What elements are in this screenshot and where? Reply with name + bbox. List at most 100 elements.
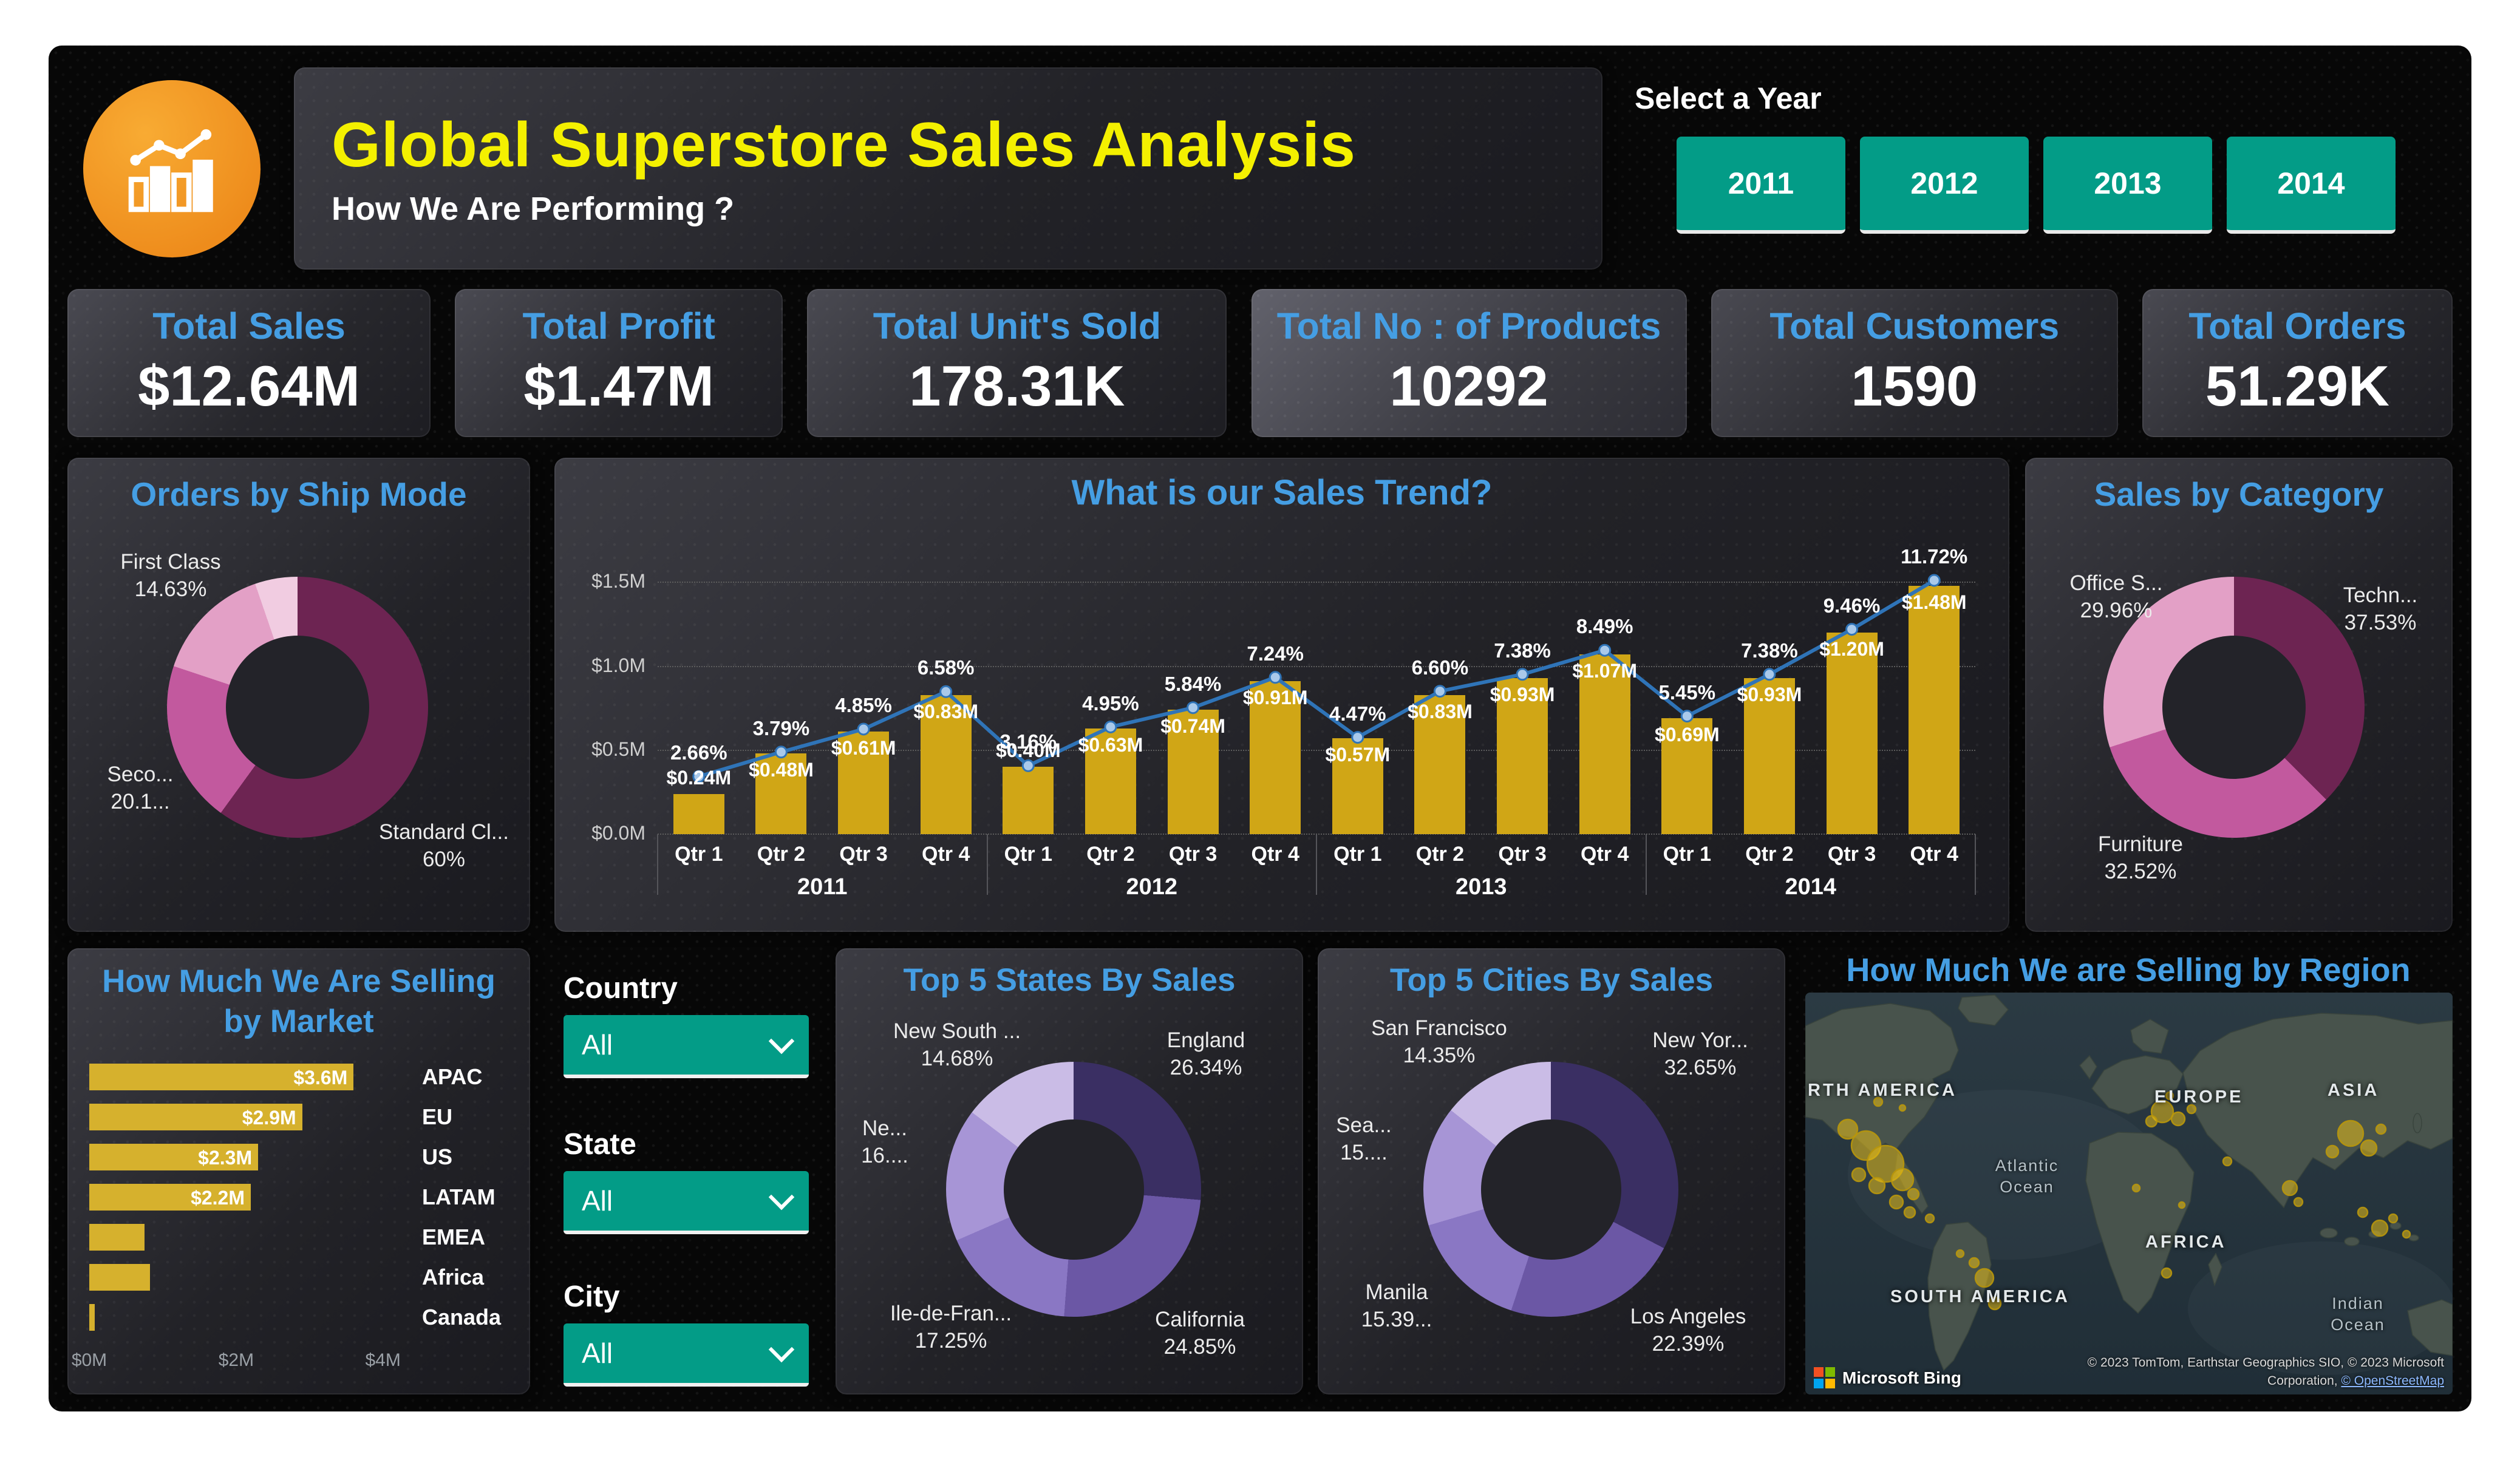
trend-xlab: Qtr 2 xyxy=(1745,843,1794,866)
trend-xlab: Qtr 1 xyxy=(1004,843,1052,866)
donut-label-standard-class: Standard Cl... 60% xyxy=(379,820,509,871)
trend-blab: $0.93M xyxy=(1737,683,1802,705)
attribution-line1: © 2023 TomTom, Earthstar Geographics SIO… xyxy=(2087,1356,2444,1370)
map-label-africa: AFRICA xyxy=(2145,1232,2227,1252)
market-bar-LATAM[interactable]: $2.2M xyxy=(89,1184,251,1211)
trend-bar[interactable] xyxy=(1414,695,1466,834)
donut-label-iledefrance: Ile-de-Fran... 17.25% xyxy=(890,1302,1012,1353)
year-button-2012[interactable]: 2012 xyxy=(1860,137,2029,234)
trend-bar[interactable] xyxy=(1332,738,1383,834)
states-donut[interactable] xyxy=(946,1062,1201,1317)
trend-bar[interactable] xyxy=(1003,767,1054,834)
market-bar-Canada[interactable] xyxy=(89,1304,95,1331)
trend-plab: 7.38% xyxy=(1494,639,1551,662)
trend-sep xyxy=(1645,834,1647,895)
trend-bar[interactable] xyxy=(1826,633,1878,834)
trend-plab: 9.46% xyxy=(1823,594,1881,617)
kpi-label: Total Unit's Sold xyxy=(873,305,1161,347)
chevron-down-icon xyxy=(768,1336,795,1363)
trend-year: 2012 xyxy=(1126,874,1178,900)
chart-title: How Much We Are Selling xyxy=(102,963,495,999)
donut-label-san-francisco: San Francisco 14.35% xyxy=(1371,1016,1507,1067)
year-selector-label: Select a Year xyxy=(1635,81,1822,115)
state-dropdown-value: All xyxy=(582,1185,613,1217)
ship-mode-card: Orders by Ship Mode First Class 14.63% Se… xyxy=(67,458,530,932)
ship-mode-donut[interactable] xyxy=(167,577,428,838)
market-card: How Much We Are Selling by Market $3.6M $… xyxy=(67,948,530,1394)
trend-xlab: Qtr 1 xyxy=(675,843,723,866)
profit-ratio-line xyxy=(692,574,1941,783)
market-bar-Africa[interactable] xyxy=(89,1264,151,1291)
map-attribution: © 2023 TomTom, Earthstar Geographics SIO… xyxy=(2088,1354,2444,1390)
market-category-label: LATAM xyxy=(422,1184,495,1209)
city-slicer: City All xyxy=(564,1280,809,1387)
trend-bar[interactable] xyxy=(673,793,724,834)
kpi-label: Total Orders xyxy=(2188,305,2406,347)
trend-bar[interactable] xyxy=(1167,710,1219,834)
market-category-label: EU xyxy=(422,1104,453,1129)
trend-bar[interactable] xyxy=(1497,678,1548,834)
trend-bar[interactable] xyxy=(1661,718,1713,834)
chart-title: Top 5 Cities By Sales xyxy=(1389,962,1714,998)
market-bar-APAC[interactable]: $3.6M xyxy=(89,1064,354,1090)
trend-bar[interactable] xyxy=(1085,728,1136,834)
year-button-2013[interactable]: 2013 xyxy=(2043,137,2212,234)
attribution-line2: Corporation, © OpenStreetMap xyxy=(2267,1373,2444,1388)
market-category-label: EMEA xyxy=(422,1224,486,1249)
trend-bar[interactable] xyxy=(838,732,890,834)
chart-title: Top 5 States By Sales xyxy=(903,962,1236,998)
trend-xlab: Qtr 4 xyxy=(1581,843,1629,866)
kpi-value: $12.64M xyxy=(138,354,360,418)
trend-bar[interactable] xyxy=(1909,585,1960,834)
trend-xlab: Qtr 3 xyxy=(1498,843,1547,866)
trend-plab: 11.72% xyxy=(1901,545,1968,568)
trend-bar[interactable] xyxy=(1743,678,1795,834)
year-button-2014[interactable]: 2014 xyxy=(2227,137,2396,234)
chart-logo-icon xyxy=(128,129,213,212)
trend-xlab: Qtr 1 xyxy=(1663,843,1711,866)
dashboard: Global Superstore Sales Analysis How We … xyxy=(49,46,2471,1411)
chart-title: What is our Sales Trend? xyxy=(1071,473,1493,512)
country-dropdown[interactable]: All xyxy=(564,1015,809,1078)
trend-bar[interactable] xyxy=(755,753,807,834)
kpi-total-products: Total No : of Products 10292 xyxy=(1251,289,1687,437)
trend-xlab: Qtr 1 xyxy=(1333,843,1382,866)
city-dropdown[interactable]: All xyxy=(564,1323,809,1387)
market-bar-plot[interactable]: $3.6M $2.9M $2.3M $2.2M xyxy=(89,1064,405,1344)
trend-blab: $0.63M xyxy=(1078,733,1143,756)
state-dropdown[interactable]: All xyxy=(564,1171,809,1234)
bing-logo: Microsoft Bing xyxy=(1814,1367,1961,1388)
market-bar-US[interactable]: $2.3M xyxy=(89,1144,259,1170)
city-dropdown-value: All xyxy=(582,1337,613,1369)
market-category-label: APAC xyxy=(422,1064,483,1089)
map-label-north-america: RTH AMERICA xyxy=(1808,1081,1957,1100)
market-bar-value: $2.9M xyxy=(242,1107,296,1129)
trend-plab: 4.47% xyxy=(1329,702,1386,725)
trend-bar[interactable] xyxy=(1250,681,1301,834)
trend-plab: 6.58% xyxy=(917,656,975,679)
trend-xlab: Qtr 4 xyxy=(922,843,970,866)
trend-sep xyxy=(986,834,988,895)
trend-xlab: Qtr 4 xyxy=(1910,843,1958,866)
world-map-svg[interactable] xyxy=(1805,993,2453,1394)
year-button-2011[interactable]: 2011 xyxy=(1677,137,1845,234)
kpi-value: 178.31K xyxy=(909,354,1125,418)
sales-trend-plot[interactable]: $0.0M $0.5M $1.0M $1.5M $0.24M 2.66% Qtr 1 $0.4… xyxy=(591,545,1976,900)
cities-donut[interactable] xyxy=(1423,1062,1678,1317)
trend-grid xyxy=(658,749,1975,751)
market-category-label: Canada xyxy=(422,1305,502,1330)
market-bar-EU[interactable]: $2.9M xyxy=(89,1104,302,1130)
trend-ylab: $0.0M xyxy=(591,822,645,844)
market-axis-tick: $4M xyxy=(365,1350,401,1370)
market-bar-EMEA[interactable] xyxy=(89,1224,145,1251)
donut-label-first-class: First Class 14.63% xyxy=(120,550,221,601)
trend-bar[interactable] xyxy=(920,695,972,834)
market-category-label: Africa xyxy=(422,1265,485,1289)
openstreetmap-link[interactable]: © OpenStreetMap xyxy=(2341,1373,2444,1388)
state-slicer: State All xyxy=(564,1127,809,1234)
map-label-south-america: SOUTH AMERICA xyxy=(1890,1287,2070,1306)
country-dropdown-value: All xyxy=(582,1029,613,1061)
trend-plab: 6.60% xyxy=(1411,656,1469,679)
category-donut[interactable] xyxy=(2103,577,2365,838)
trend-bar[interactable] xyxy=(1579,654,1630,834)
